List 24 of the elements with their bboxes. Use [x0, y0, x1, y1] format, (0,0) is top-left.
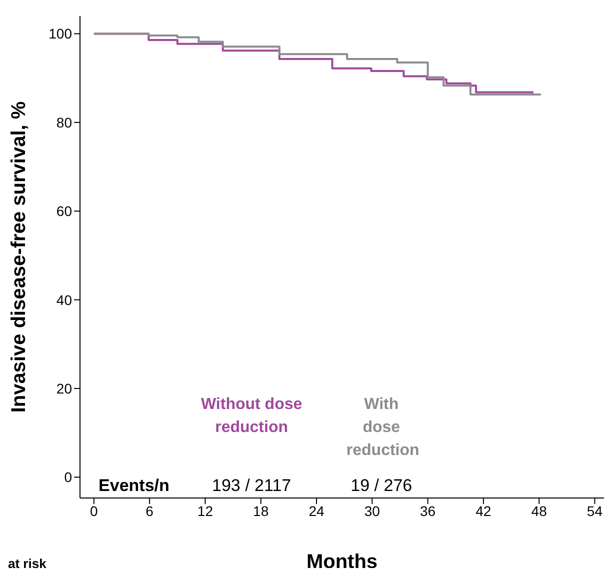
annotation: 19 / 276: [350, 476, 414, 496]
y-tick-label: 40: [56, 292, 72, 308]
y-axis-title: Invasive disease-free survival, %: [8, 101, 30, 413]
x-tick-label: 12: [197, 502, 214, 519]
x-axis-title: Months: [306, 551, 378, 573]
x-tick-label: 18: [253, 502, 269, 519]
annotation: Events/n: [98, 476, 170, 496]
x-tick-label: 30: [364, 502, 380, 519]
x-tick-label: 48: [531, 502, 548, 519]
x-tick-label: 24: [308, 502, 324, 519]
annotation: 193 / 2117: [211, 476, 292, 496]
x-tick-label: 42: [476, 502, 492, 519]
y-tick-label: 100: [48, 26, 72, 42]
x-tick-label: 36: [420, 502, 436, 519]
y-tick-label: 60: [56, 203, 72, 220]
text: With dose reduction: [346, 394, 420, 461]
y-tick-label: 80: [56, 114, 72, 130]
x-tick-label: 54: [586, 502, 603, 519]
x-tick-label: 0: [90, 502, 98, 519]
y-tick-label: 20: [56, 380, 72, 396]
text: Without dose reduction: [200, 394, 304, 438]
y-tick-label: 0: [64, 469, 72, 486]
x-tick-label: 6: [146, 502, 154, 519]
text: at risk: [8, 556, 46, 571]
